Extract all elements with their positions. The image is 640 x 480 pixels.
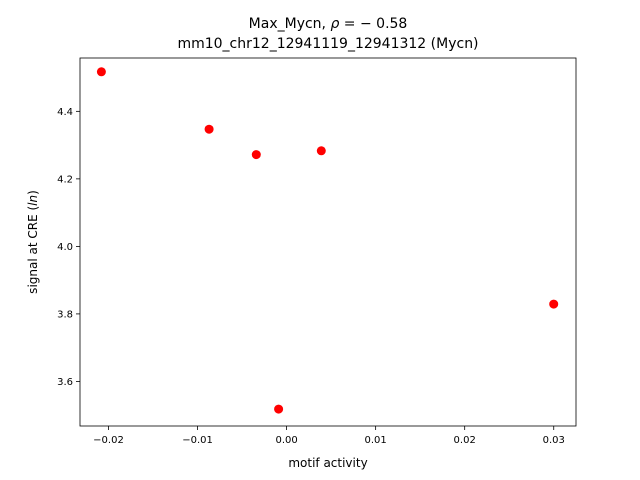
y-tick-label-3: 4.0 [57, 242, 73, 253]
y-tick-label-2: 3.8 [57, 309, 73, 320]
x-axis-ticks: −0.02 −0.01 0.00 0.01 0.02 0.03 [93, 426, 565, 446]
data-point-2 [204, 124, 214, 134]
data-points [96, 67, 559, 414]
data-point-3 [251, 150, 261, 160]
data-point-6 [549, 299, 559, 309]
chart-title-line-1: Max_Mycn, ρ = − 0.58 [249, 16, 408, 32]
data-point-4 [316, 146, 326, 156]
x-tick-label-6: 0.03 [543, 435, 565, 446]
y-tick-label-1: 3.6 [57, 377, 73, 388]
x-tick-label-1: −0.02 [93, 435, 124, 446]
y-axis-ticks: 3.6 3.8 4.0 4.2 4.4 [57, 107, 80, 388]
x-tick-label-2: −0.01 [182, 435, 213, 446]
y-tick-label-5: 4.4 [57, 107, 73, 118]
x-tick-label-5: 0.02 [454, 435, 476, 446]
y-tick-label-4: 4.2 [57, 174, 73, 185]
x-tick-label-3: 0.00 [275, 435, 297, 446]
chart-title-line-2: mm10_chr12_12941119_12941312 (Mycn) [177, 36, 478, 52]
y-axis-label: signal at CRE (ln) [26, 190, 40, 294]
x-axis-label: motif activity [288, 456, 367, 470]
x-tick-label-4: 0.01 [365, 435, 387, 446]
data-point-1 [96, 67, 106, 77]
plot-area [80, 58, 576, 426]
plot-frame [79, 57, 577, 427]
data-point-5 [274, 404, 284, 414]
